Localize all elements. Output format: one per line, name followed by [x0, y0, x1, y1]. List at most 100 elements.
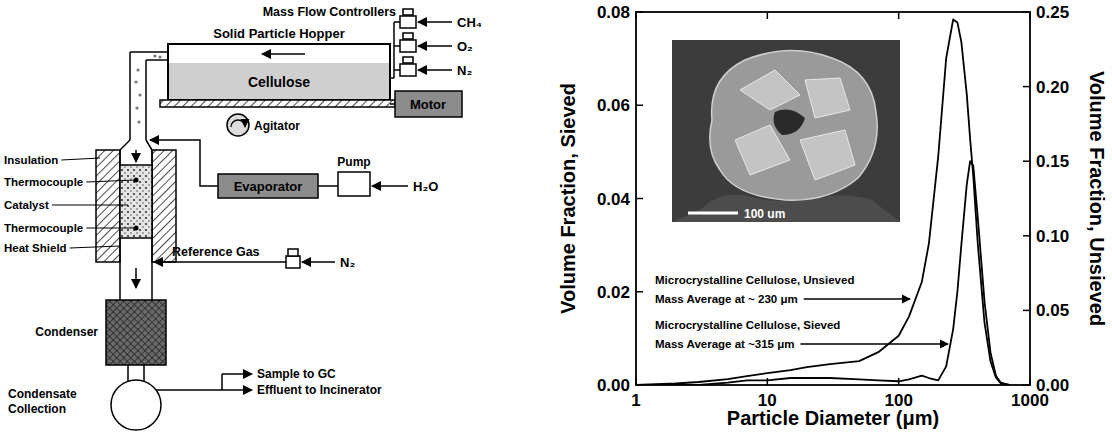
particle: [135, 106, 138, 109]
motor-label: Motor: [410, 97, 446, 112]
outlet-label: Sample to GC: [257, 367, 336, 381]
water-arrow: [372, 185, 408, 187]
particle: [153, 54, 156, 57]
y2-tick: [1023, 11, 1030, 13]
flow-controller: [400, 16, 416, 28]
feed-tube-wall: [145, 60, 147, 140]
water-label: H₂O: [413, 179, 438, 194]
cellulose-label: Cellulose: [248, 74, 310, 90]
controller-link: [394, 69, 400, 71]
x-tick-top: [1029, 12, 1031, 19]
controller-link: [394, 21, 400, 23]
y-tick: [636, 11, 643, 13]
insulation: [96, 150, 120, 262]
particle: [138, 93, 141, 96]
y-tick: [636, 105, 643, 107]
annotation-text: Mass Average at ~315 μm: [655, 338, 794, 350]
outlet-arrow: [222, 389, 252, 391]
hopper-base: [160, 100, 395, 107]
annotation-text: Mass Average at ~ 230 μm: [655, 293, 798, 305]
reactor-label: Thermocouple: [4, 176, 83, 188]
reactor-label: Thermocouple: [4, 222, 83, 234]
agitator-arrow: [231, 120, 245, 127]
flow-controller: [400, 40, 416, 52]
evaporator: [218, 174, 318, 198]
feed-tube-wall: [129, 52, 131, 140]
x-tick-top: [635, 12, 637, 19]
reference-line: [154, 261, 286, 263]
y-tick-label: 0.06: [597, 96, 630, 115]
side-arm: [221, 374, 223, 390]
y2-tick-label: 0.10: [1036, 227, 1069, 246]
figure: Mass Flow Controllers CH₄ O₂ N₂ Solid Partic…: [0, 0, 1112, 433]
chart: 100 um11010010000.000.020.040.060.080.00…: [557, 3, 1108, 429]
water-line: [318, 185, 338, 187]
drain-tube: [127, 365, 129, 382]
leader-line: [86, 228, 136, 229]
feed-tube-wall: [130, 51, 168, 53]
particle: [137, 120, 140, 123]
condenser-label: Condenser: [35, 325, 98, 339]
x-axis-title: Particle Diameter (μm): [727, 407, 939, 429]
hopper: [168, 44, 390, 100]
drain-tube: [143, 365, 145, 382]
cellulose-fill: [169, 63, 389, 99]
y2-tick-label: 0.20: [1036, 78, 1069, 97]
flow-arrow: [135, 150, 137, 162]
curves: [636, 19, 1010, 385]
y2-tick-label: 0.00: [1036, 376, 1069, 395]
x-tick: [635, 378, 637, 385]
inset-background: [672, 40, 900, 222]
catalyst-bed: [120, 165, 152, 238]
y-tick-label: 0.00: [597, 376, 630, 395]
y2-tick-label: 0.25: [1036, 3, 1069, 22]
condenser: [106, 300, 166, 365]
annotation-arrow: [804, 298, 910, 299]
x-tick-top: [898, 12, 900, 19]
y2-tick: [1023, 310, 1030, 312]
x-tick: [767, 378, 769, 385]
controller-head: [403, 9, 413, 15]
annotation-arrow: [800, 343, 948, 344]
reactor-label: Catalyst: [4, 199, 49, 211]
pump-label: Pump: [337, 155, 370, 169]
controller-link: [394, 45, 400, 47]
collection-line: Collection: [8, 402, 66, 416]
annotation-title: Microcrystalline Cellulose, Unsieved: [655, 274, 854, 286]
gas-arrow: [418, 21, 452, 23]
y2-tick-label: 0.15: [1036, 152, 1069, 171]
x-tick: [1029, 378, 1031, 385]
gas-label: CH₄: [457, 15, 482, 30]
hopper-label: Solid Particle Hopper: [213, 26, 344, 41]
particle-image: [710, 50, 877, 200]
gas-label: N₂: [457, 63, 472, 78]
sem-inset: 100 um: [672, 40, 900, 222]
scale-bar-label: 100 um: [744, 207, 785, 221]
particle: [158, 55, 161, 58]
feed-tube-wall: [146, 59, 168, 61]
gas-arrow: [418, 45, 452, 47]
flow-controller: [286, 256, 300, 268]
leader-line: [86, 180, 136, 182]
y2-tick: [1023, 235, 1030, 237]
series-line: [636, 161, 1010, 385]
gas-arrow: [418, 69, 452, 71]
reactor-label: Insulation: [4, 154, 58, 166]
y-tick-label: 0.08: [597, 3, 630, 22]
outlet-label: Effluent to Incinerator: [257, 383, 382, 397]
y2-tick-label: 0.05: [1036, 301, 1069, 320]
pump: [338, 172, 370, 196]
leader-line: [52, 205, 128, 206]
controllers-label: Mass Flow Controllers: [263, 5, 396, 19]
gas-label: O₂: [457, 39, 473, 54]
y2-tick: [1023, 86, 1030, 88]
collection-flask: [111, 380, 161, 430]
particle-facets: [735, 70, 855, 180]
annotation-title: Microcrystalline Cellulose, Sieved: [655, 319, 840, 331]
gas-arrow: [302, 261, 335, 263]
reactor-label: Heat Shield: [4, 242, 67, 254]
outlet-arrow: [222, 373, 252, 375]
flow-arrow: [135, 268, 137, 288]
particle: [134, 80, 137, 83]
tube-taper: [146, 140, 152, 150]
